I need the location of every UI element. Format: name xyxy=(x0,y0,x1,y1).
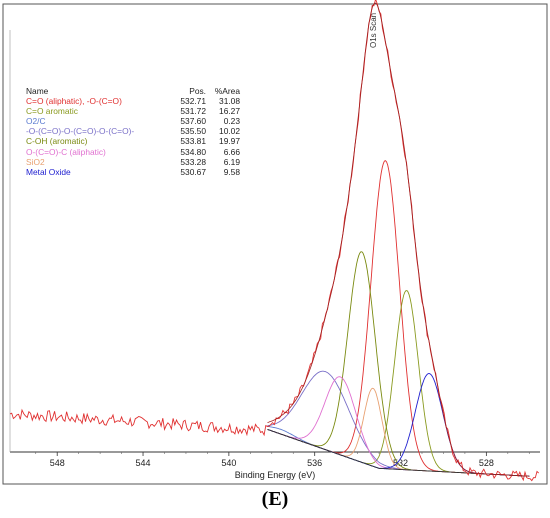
legend-item: C-OH (aromatic) 533.81 19.97 xyxy=(26,136,240,146)
legend-header: Name Pos. %Area xyxy=(26,86,240,96)
legend-item-pos: 537.60 xyxy=(180,116,206,127)
legend-item-area: 31.08 xyxy=(219,96,240,107)
legend-item-name: O2/C xyxy=(26,116,46,127)
legend-item-area: 19.97 xyxy=(219,136,240,147)
legend-item-pos: 532.71 xyxy=(180,96,206,107)
legend-item-pos: 530.67 xyxy=(180,166,206,177)
envelope-curve xyxy=(267,2,530,477)
legend-item: C=O (aliphatic), -O-(C=O) 532.71 31.08 xyxy=(26,96,240,106)
legend-item-name: -O-(C=O)-O-(C=O)-O-(C=O)- xyxy=(26,126,135,137)
legend-item: Metal Oxide 530.67 9.58 xyxy=(26,167,240,177)
raw-spectrum xyxy=(9,0,540,482)
legend-item-name: C=O (aliphatic), -O-(C=O) xyxy=(26,96,122,107)
x-tick-label: 544 xyxy=(136,458,151,468)
caption-text: (E) xyxy=(261,488,289,510)
x-tick-label: 540 xyxy=(221,458,236,468)
legend-item-area: 10.02 xyxy=(219,126,240,137)
legend-item-pos: 535.50 xyxy=(180,126,206,137)
legend-item-area: 16.27 xyxy=(219,106,240,117)
legend-item: C=O aromatic 531.72 16.27 xyxy=(26,106,240,116)
legend-item: -O-(C=O)-O-(C=O)-O-(C=O)- 535.50 10.02 xyxy=(26,126,240,136)
legend-header-name: Name xyxy=(26,86,49,96)
x-axis-label: Binding Energy (eV) xyxy=(234,470,316,480)
figure-border xyxy=(2,3,548,485)
legend-item-pos: 533.28 xyxy=(180,156,206,167)
legend-item-name: O-(C=O)-C (aliphatic) xyxy=(26,146,106,157)
legend: Name Pos. %Area C=O (aliphatic), -O-(C=O… xyxy=(26,86,240,177)
legend-item-name: C-OH (aromatic) xyxy=(26,136,88,147)
legend-item: O-(C=O)-C (aliphatic) 534.80 6.66 xyxy=(26,147,240,157)
legend-header-area: %Area xyxy=(214,86,240,96)
legend-item: SiO2 533.28 6.19 xyxy=(26,157,240,167)
x-tick-label: 528 xyxy=(479,458,494,468)
x-tick-label: 536 xyxy=(307,458,322,468)
legend-item-area: 0.23 xyxy=(223,116,240,127)
scan-label: O1s Scan xyxy=(369,13,378,48)
legend-item-name: Metal Oxide xyxy=(26,166,71,177)
component-curve xyxy=(267,160,530,477)
legend-item: O2/C 537.60 0.23 xyxy=(26,116,240,126)
x-tick-label: 548 xyxy=(50,458,65,468)
figure-caption: (E) xyxy=(0,488,550,511)
legend-item-area: 6.66 xyxy=(223,146,240,157)
component-curve xyxy=(267,290,530,477)
x-tick-label: 532 xyxy=(393,458,408,468)
legend-header-pos: Pos. xyxy=(189,86,206,96)
legend-item-area: 6.19 xyxy=(223,156,240,167)
legend-item-pos: 533.81 xyxy=(180,136,206,147)
legend-item-pos: 534.80 xyxy=(180,146,206,157)
legend-item-name: C=O aromatic xyxy=(26,106,78,117)
legend-item-name: SiO2 xyxy=(26,156,45,167)
legend-item-area: 9.58 xyxy=(223,166,240,177)
legend-item-pos: 531.72 xyxy=(180,106,206,117)
